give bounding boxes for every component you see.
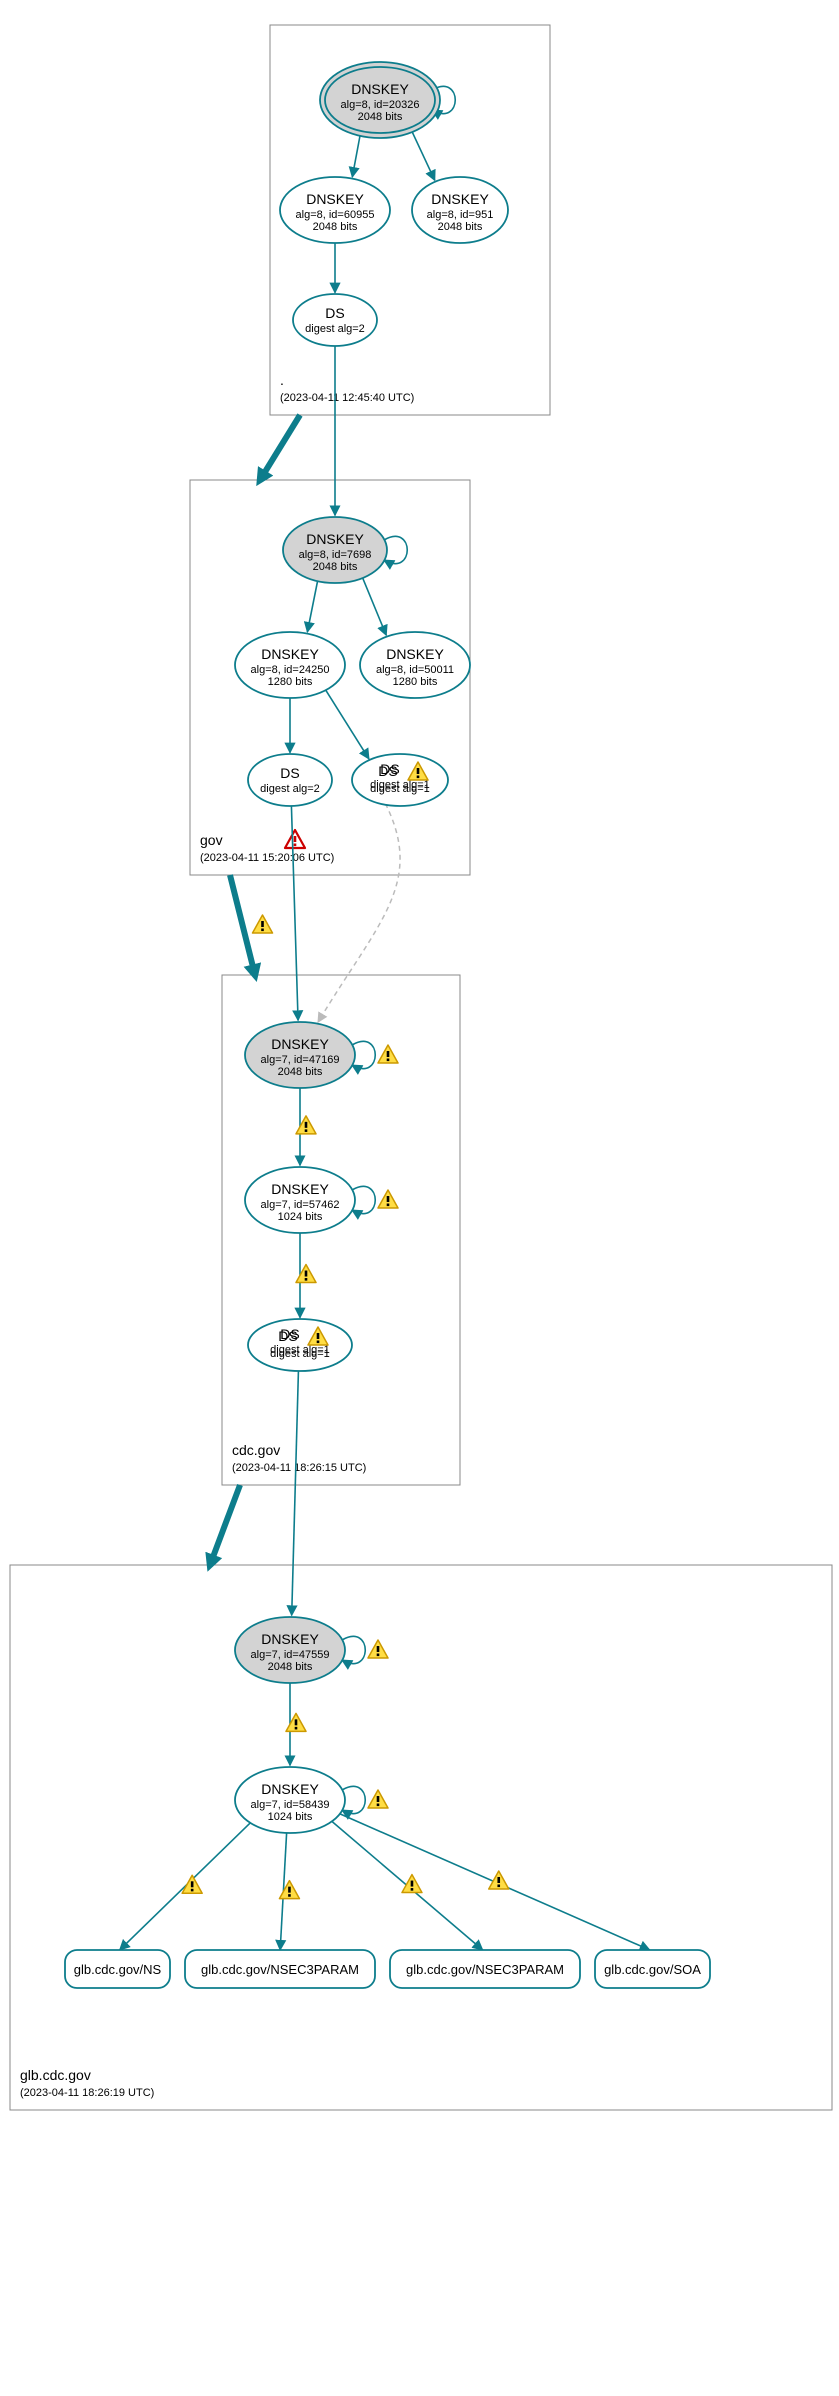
svg-text:DNSKEY: DNSKEY — [351, 81, 409, 97]
svg-text:2048 bits: 2048 bits — [358, 111, 403, 123]
svg-text:alg=7, id=47559: alg=7, id=47559 — [251, 1649, 330, 1661]
zone-timestamp-gov: (2023-04-11 15:20:06 UTC) — [200, 852, 334, 864]
svg-text:alg=7, id=47169: alg=7, id=47169 — [261, 1054, 340, 1066]
svg-text:2048 bits: 2048 bits — [313, 221, 358, 233]
svg-text:alg=8, id=24250: alg=8, id=24250 — [251, 664, 330, 676]
svg-text:alg=8, id=60955: alg=8, id=60955 — [296, 209, 375, 221]
svg-text:DNSKEY: DNSKEY — [271, 1181, 329, 1197]
node-root_ds: DS digest alg=2 — [293, 294, 377, 346]
zone-timestamp-cdc.gov: (2023-04-11 18:26:15 UTC) — [232, 1462, 366, 1474]
svg-text:glb.cdc.gov/SOA: glb.cdc.gov/SOA — [604, 1962, 701, 1977]
edge — [409, 125, 435, 180]
node-root_ksk: DNSKEY alg=8, id=203262048 bits — [320, 62, 440, 138]
delegation-edge — [210, 1485, 240, 1565]
svg-text:alg=8, id=50011: alg=8, id=50011 — [376, 664, 454, 676]
node-gov_ksk: DNSKEY alg=8, id=76982048 bits — [283, 517, 387, 583]
svg-text:2048 bits: 2048 bits — [438, 221, 483, 233]
svg-text:DNSKEY: DNSKEY — [431, 191, 489, 207]
svg-text:2048 bits: 2048 bits — [313, 561, 358, 573]
svg-text:glb.cdc.gov/NS: glb.cdc.gov/NS — [74, 1962, 162, 1977]
zone-label-glb.cdc.gov: glb.cdc.gov — [20, 2067, 91, 2083]
svg-text:DNSKEY: DNSKEY — [306, 191, 364, 207]
svg-text:DNSKEY: DNSKEY — [261, 646, 319, 662]
zone-box-glb.cdc.gov — [10, 1565, 832, 2110]
zone-label-root: . — [280, 372, 284, 388]
svg-text:DS: DS — [280, 765, 299, 781]
node-gov_ds2: digest alg=1DSDSdigest alg=1 — [352, 754, 448, 806]
svg-text:1024 bits: 1024 bits — [268, 1811, 313, 1823]
svg-text:digest alg=2: digest alg=2 — [260, 783, 320, 795]
edge — [292, 1370, 299, 1616]
svg-text:glb.cdc.gov/NSEC3PARAM: glb.cdc.gov/NSEC3PARAM — [406, 1962, 564, 1977]
svg-text:DS: DS — [325, 305, 344, 321]
svg-text:2048 bits: 2048 bits — [278, 1066, 323, 1078]
svg-text:DNSKEY: DNSKEY — [261, 1631, 319, 1647]
node-gov_zsk2: DNSKEY alg=8, id=500111280 bits — [360, 632, 470, 698]
svg-text:1280 bits: 1280 bits — [393, 676, 438, 688]
zone-timestamp-glb.cdc.gov: (2023-04-11 18:26:19 UTC) — [20, 2087, 154, 2099]
svg-text:DNSKEY: DNSKEY — [271, 1036, 329, 1052]
edge — [324, 688, 369, 759]
zone-timestamp-root: (2023-04-11 12:45:40 UTC) — [280, 392, 414, 404]
dnssec-diagram: . (2023-04-11 12:45:40 UTC) gov (2023-04-11… — [0, 0, 839, 2396]
svg-text:digest alg=1: digest alg=1 — [370, 783, 430, 795]
edge — [362, 576, 387, 636]
delegation-edge — [260, 415, 300, 480]
svg-text:DNSKEY: DNSKEY — [306, 531, 364, 547]
svg-text:1280 bits: 1280 bits — [268, 676, 313, 688]
svg-text:alg=8, id=7698: alg=8, id=7698 — [299, 549, 372, 561]
node-cdc_ds: digest alg=1DSDSdigest alg=1 — [248, 1319, 352, 1371]
zone-label-cdc.gov: cdc.gov — [232, 1442, 280, 1458]
svg-text:digest alg=1: digest alg=1 — [270, 1348, 330, 1360]
dashed-edge — [318, 803, 400, 1022]
svg-text:alg=8, id=951: alg=8, id=951 — [427, 209, 494, 221]
svg-text:1024 bits: 1024 bits — [278, 1211, 323, 1223]
zone-label-gov: gov — [200, 832, 223, 848]
edge — [307, 579, 318, 632]
node-root_zsk2: DNSKEY alg=8, id=9512048 bits — [412, 177, 508, 243]
svg-text:alg=7, id=57462: alg=7, id=57462 — [261, 1199, 340, 1211]
node-cdc_zsk: DNSKEY alg=7, id=574621024 bits — [245, 1167, 355, 1233]
svg-text:digest alg=2: digest alg=2 — [305, 323, 365, 335]
node-cdc_ksk: DNSKEY alg=7, id=471692048 bits — [245, 1022, 355, 1088]
svg-text:glb.cdc.gov/NSEC3PARAM: glb.cdc.gov/NSEC3PARAM — [201, 1962, 359, 1977]
svg-text:DS: DS — [378, 763, 397, 779]
node-gov_zsk1: DNSKEY alg=8, id=242501280 bits — [235, 632, 345, 698]
svg-text:2048 bits: 2048 bits — [268, 1661, 313, 1673]
node-root_zsk1: DNSKEY alg=8, id=609552048 bits — [280, 177, 390, 243]
svg-text:DNSKEY: DNSKEY — [261, 1781, 319, 1797]
node-glb_zsk: DNSKEY alg=7, id=584391024 bits — [235, 1767, 345, 1833]
svg-text:DNSKEY: DNSKEY — [386, 646, 444, 662]
delegation-edge — [230, 875, 255, 975]
svg-text:DS: DS — [278, 1328, 297, 1344]
node-glb_ksk: DNSKEY alg=7, id=475592048 bits — [235, 1617, 345, 1683]
node-gov_ds1: DS digest alg=2 — [248, 754, 332, 806]
svg-text:alg=7, id=58439: alg=7, id=58439 — [251, 1799, 330, 1811]
svg-text:alg=8, id=20326: alg=8, id=20326 — [341, 99, 420, 111]
